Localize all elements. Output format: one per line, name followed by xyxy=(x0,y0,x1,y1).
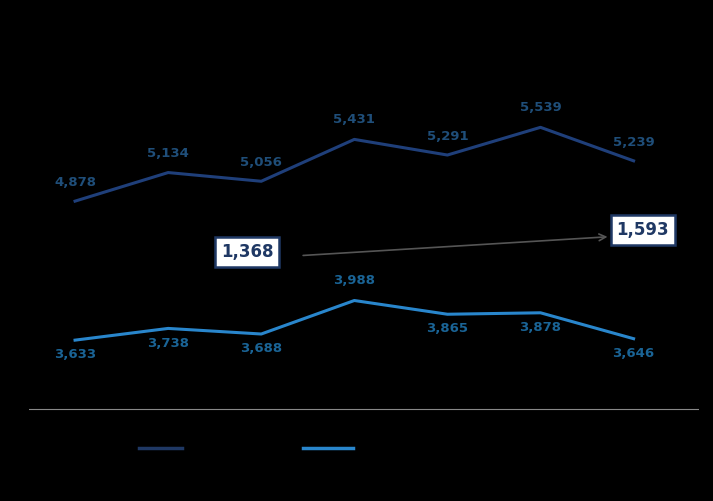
Text: 5,239: 5,239 xyxy=(612,136,655,149)
Text: 4,878: 4,878 xyxy=(54,176,96,189)
Text: 5,539: 5,539 xyxy=(520,101,561,114)
Text: 3,738: 3,738 xyxy=(147,337,189,350)
Text: 3,878: 3,878 xyxy=(520,321,562,334)
Text: 3,633: 3,633 xyxy=(54,348,96,361)
Text: 3,865: 3,865 xyxy=(426,323,468,336)
Text: 3,646: 3,646 xyxy=(612,347,655,360)
Text: 5,134: 5,134 xyxy=(147,147,189,160)
Text: 3,988: 3,988 xyxy=(333,274,375,287)
Text: 1,368: 1,368 xyxy=(221,243,274,262)
Text: 1,593: 1,593 xyxy=(617,221,670,239)
Text: 5,056: 5,056 xyxy=(240,156,282,169)
Text: 5,291: 5,291 xyxy=(426,130,468,143)
Text: 5,431: 5,431 xyxy=(334,113,375,126)
Text: 3,688: 3,688 xyxy=(240,342,282,355)
